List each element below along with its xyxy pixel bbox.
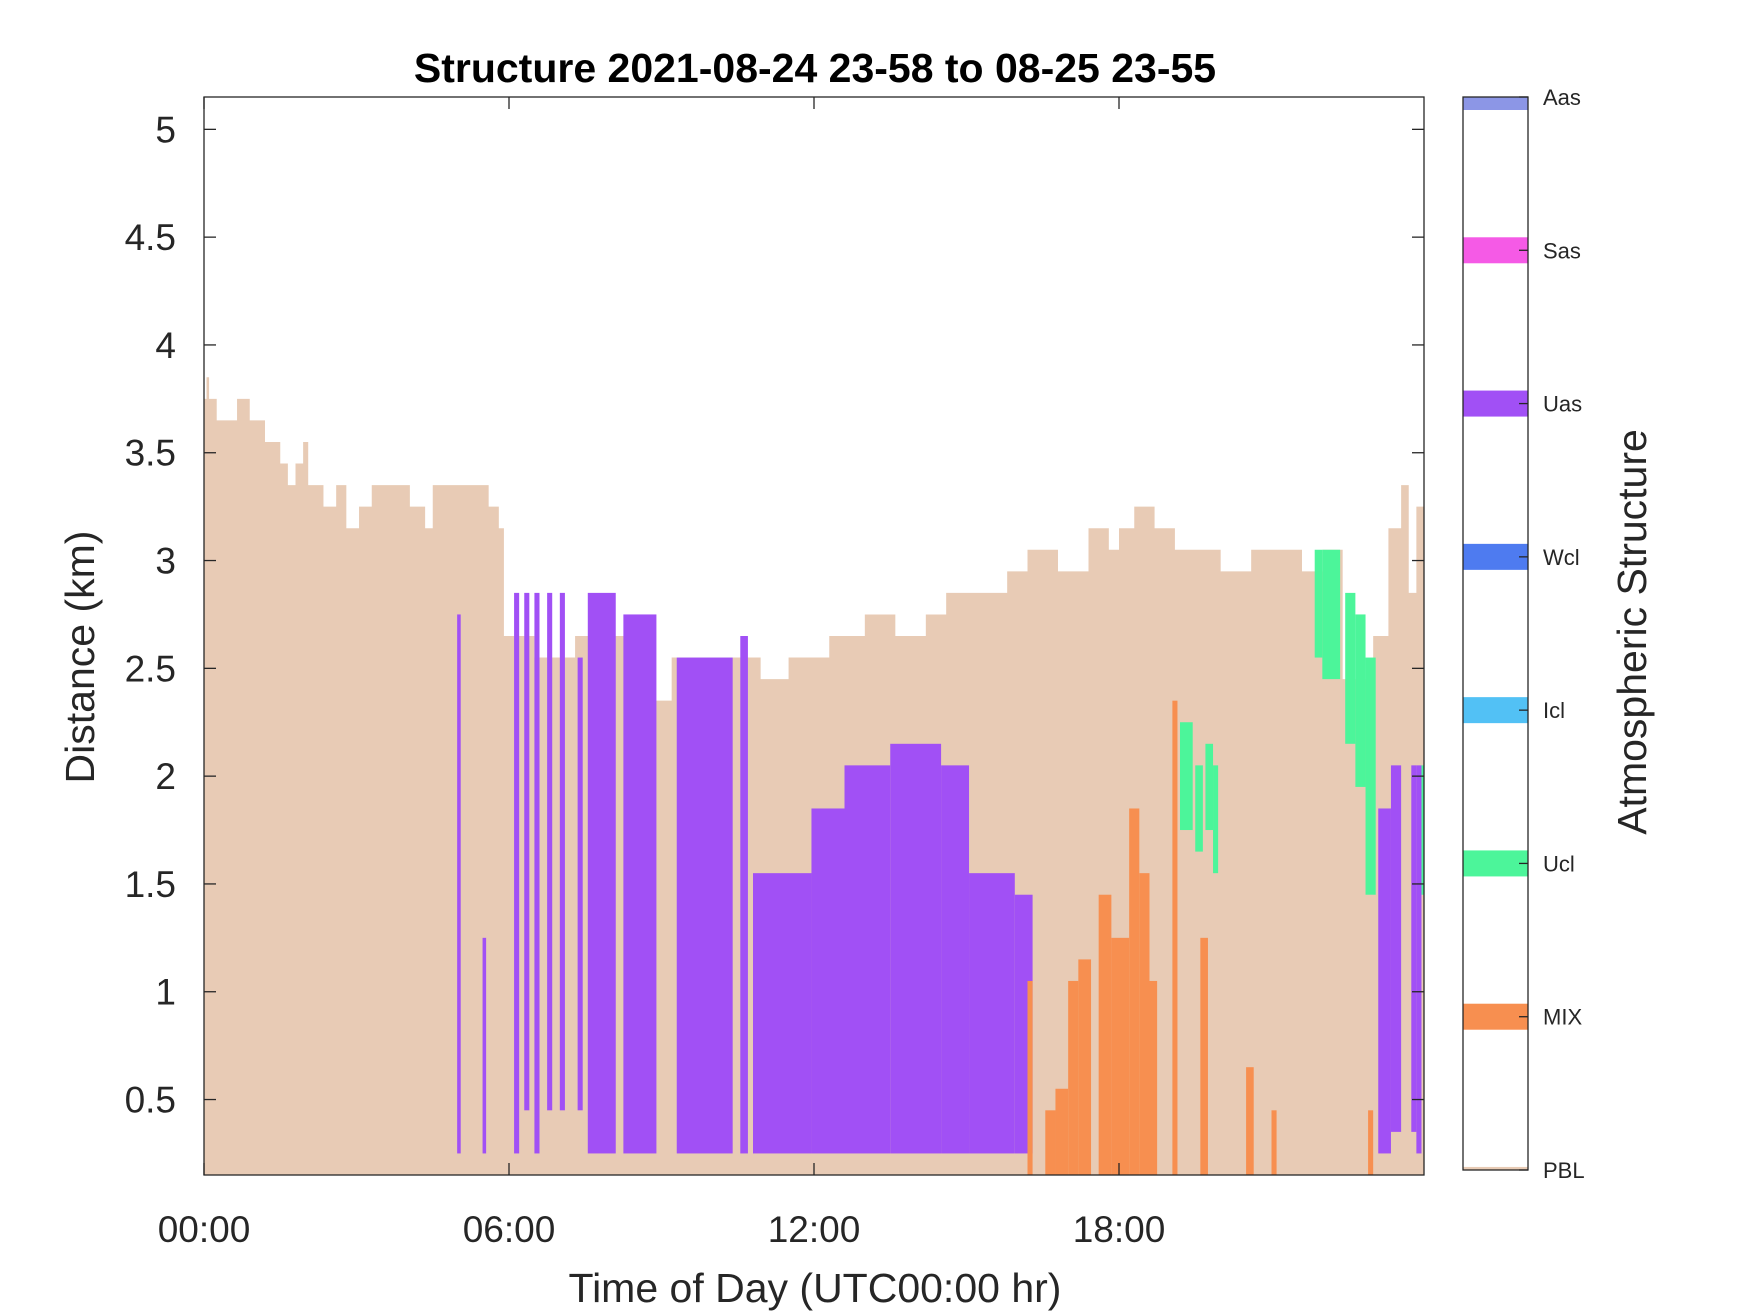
y-tick-label: 1.5 (125, 864, 176, 905)
layer-mix-28 (1098, 894, 1112, 1175)
colorbar-tick-label-sas: Sas (1543, 238, 1581, 263)
layer-mix-27 (1078, 959, 1092, 1175)
layer-uas-11 (740, 636, 748, 1154)
layer-uas-19 (1378, 808, 1391, 1154)
x-tick-label: 12:00 (768, 1209, 861, 1250)
y-tick-label: 4 (155, 325, 176, 366)
colorbar-tick-label-wcl: Wcl (1543, 545, 1580, 570)
layer-uas-8 (587, 592, 616, 1154)
layer-mix-34 (1200, 937, 1208, 1175)
x-tick-label: 06:00 (463, 1209, 556, 1250)
layer-mix-23 (1027, 980, 1033, 1175)
layer-uas-5 (547, 592, 553, 1111)
layer-uas-14 (844, 765, 891, 1154)
layer-ucl-47 (1421, 765, 1424, 895)
layer-uas-6 (559, 592, 565, 1111)
layer-uas-1 (482, 937, 487, 1154)
colorbar-tick-label-aas: Aas (1543, 85, 1581, 110)
layer-uas-17 (969, 873, 1015, 1154)
colorbar-swatch-aas (1463, 97, 1528, 110)
layer-ucl-42 (1314, 549, 1323, 658)
x-tick-label: 00:00 (158, 1209, 251, 1250)
colorbar-swatch-sas (1463, 237, 1528, 264)
colorbar-swatch-ucl (1463, 850, 1528, 877)
layer-mix-35 (1246, 1067, 1254, 1175)
layer-ucl-40 (1205, 743, 1214, 831)
chart-title: Structure 2021-08-24 23-58 to 08-25 23-5… (414, 45, 1216, 91)
layer-mix-37 (1368, 1110, 1374, 1175)
colorbar-label: Atmospheric Structure (1609, 429, 1655, 835)
layer-uas-15 (890, 743, 942, 1154)
colorbar-tick-label-pbl: PBL (1543, 1158, 1585, 1183)
x-tick-label: 18:00 (1073, 1209, 1166, 1250)
layer-ucl-44 (1345, 592, 1356, 744)
y-axis-label: Distance (km) (57, 531, 103, 784)
layer-uas-10 (676, 657, 733, 1154)
layer-mix-26 (1068, 980, 1079, 1175)
layer-mix-36 (1271, 1110, 1277, 1175)
colorbar-swatch-icl (1463, 697, 1528, 724)
colorbar-tick-label-icl: Icl (1543, 698, 1565, 723)
layer-mix-32 (1149, 980, 1158, 1175)
y-tick-label: 2 (155, 756, 176, 797)
layer-uas-2 (514, 592, 520, 1154)
x-axis-label: Time of Day (UTC00:00 hr) (569, 1265, 1062, 1311)
y-tick-label: 3.5 (125, 433, 176, 474)
colorbar-tick-label-mix: MIX (1543, 1005, 1582, 1030)
colorbar-swatch-pbl (1463, 1166, 1528, 1170)
layer-ucl-45 (1355, 614, 1366, 787)
layer-uas-4 (534, 592, 540, 1154)
y-tick-label: 2.5 (125, 648, 176, 689)
layer-ucl-38 (1180, 722, 1193, 831)
layer-uas-7 (577, 657, 583, 1111)
layer-ucl-41 (1213, 765, 1219, 874)
plot-area (204, 377, 1424, 1175)
colorbar-swatch-mix (1463, 1003, 1528, 1030)
axes: 00:00 06:00 12:00 18:00 0.5 1 1.5 2 2.5 3 3.5 4 4.5 5 (125, 96, 1425, 1250)
y-tick-label: 1 (155, 972, 176, 1013)
layer-uas-12 (753, 873, 812, 1154)
colorbar-tick-label-ucl: Ucl (1543, 851, 1575, 876)
layer-mix-24 (1045, 1110, 1056, 1175)
layer-ucl-43 (1322, 549, 1341, 680)
layer-uas-0 (457, 614, 461, 1154)
layer-uas-3 (524, 592, 530, 1111)
layer-uas-16 (941, 765, 970, 1154)
layer-mix-31 (1139, 873, 1150, 1175)
layer-mix-29 (1111, 937, 1130, 1175)
y-tick-label: 4.5 (125, 217, 176, 258)
layer-mix-25 (1055, 1088, 1069, 1175)
y-tick-label: 3 (155, 541, 176, 582)
colorbar: PBL MIX Ucl Icl Wcl Uas Sas Aas (1462, 85, 1585, 1183)
layer-ucl-46 (1365, 657, 1376, 895)
layer-uas-22 (1416, 765, 1422, 1154)
colorbar-tick-label-uas: Uas (1543, 392, 1582, 417)
layer-uas-20 (1390, 765, 1402, 1132)
layer-ucl-39 (1195, 765, 1203, 852)
colorbar-frame (1462, 96, 1529, 1171)
colorbar-swatch-uas (1463, 390, 1528, 417)
y-tick-label: 5 (155, 109, 176, 150)
layer-uas-13 (811, 808, 845, 1154)
layer-uas-21 (1411, 765, 1417, 1132)
y-tick-label: 0.5 (125, 1080, 176, 1121)
layer-uas-9 (623, 614, 657, 1154)
layer-mix-33 (1172, 700, 1178, 1175)
layer-mix-30 (1129, 808, 1140, 1175)
colorbar-swatch-wcl (1463, 543, 1528, 570)
